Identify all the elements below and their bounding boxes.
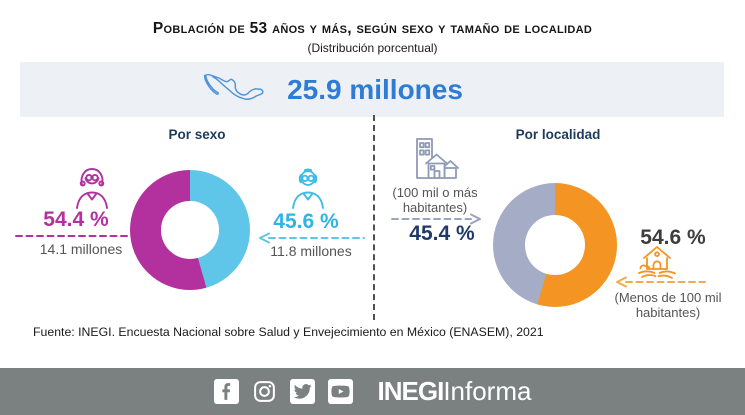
section-divider <box>373 115 375 320</box>
total-panel: 25.9 millones <box>20 62 724 117</box>
brand-bold: INEGI <box>377 376 445 406</box>
urban-label-line1: (100 mil o más <box>392 185 478 200</box>
page-title: Población de 53 años y más, según sexo y… <box>152 20 593 37</box>
footer-bar: INEGIInforma <box>0 368 745 415</box>
sex-donut-chart <box>130 170 250 290</box>
brand-regular: Informa <box>443 376 532 406</box>
rural-percentage: 54.6 % <box>640 226 706 249</box>
section-heading-sex: Por sexo <box>168 127 226 142</box>
source-note: Fuente: INEGI. Encuesta Nacional sobre S… <box>33 325 544 339</box>
twitter-icon[interactable] <box>289 379 315 404</box>
locality-donut-chart <box>493 183 617 307</box>
urban-percentage: 45.4 % <box>409 222 475 245</box>
male-arrow-icon <box>259 232 365 244</box>
inegi-informa-logo[interactable]: INEGIInforma <box>378 376 532 407</box>
facebook-icon[interactable] <box>213 379 239 404</box>
rural-arrow-icon <box>616 276 706 288</box>
rural-label: (Menos de 100 mil habitantes) <box>605 290 731 321</box>
youtube-icon[interactable] <box>327 379 353 404</box>
male-count: 11.8 millones <box>270 243 352 259</box>
city-buildings-icon <box>416 138 459 179</box>
instagram-icon[interactable] <box>252 379 277 404</box>
female-percentage: 54.4 % <box>43 208 109 231</box>
section-heading-locality: Por localidad <box>515 127 601 142</box>
urban-arrow-icon <box>391 213 481 225</box>
male-percentage: 45.6 % <box>273 210 339 233</box>
rural-label-line2: habitantes) <box>635 305 701 321</box>
female-count: 14.1 millones <box>39 241 123 257</box>
rural-house-icon <box>638 246 676 279</box>
page-subtitle: (Distribución porcentual) <box>307 41 438 55</box>
urban-label-line2: habitantes) <box>402 200 468 216</box>
elderly-man-icon <box>292 168 324 209</box>
urban-label: (100 mil o más habitantes) <box>383 185 487 216</box>
rural-label-line1: (Menos de 100 mil <box>614 290 722 305</box>
total-population-value: 25.9 millones <box>287 73 463 105</box>
elderly-woman-icon <box>76 168 108 209</box>
mexico-map-icon <box>203 73 264 100</box>
